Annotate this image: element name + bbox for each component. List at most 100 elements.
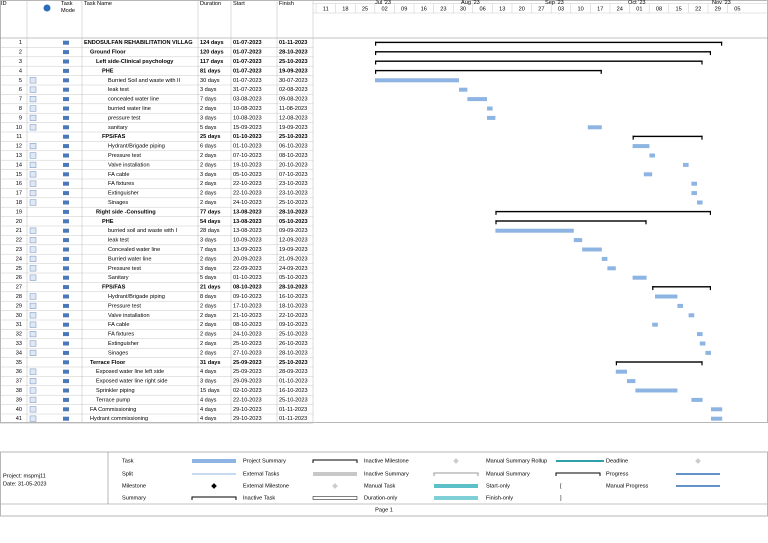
finish-date: 05-10-2023 bbox=[279, 219, 308, 225]
row-id: 34 bbox=[16, 350, 22, 356]
finish-date: 25-10-2023 bbox=[279, 397, 308, 403]
finish-date: 16-10-2023 bbox=[279, 388, 308, 394]
start-date: 22-09-2023 bbox=[233, 266, 262, 272]
task-bar bbox=[467, 97, 487, 102]
row-id: 17 bbox=[16, 191, 22, 197]
task-name: Pressure test bbox=[108, 266, 141, 272]
start-date: 01-07-2023 bbox=[233, 68, 262, 74]
start-date: 27-10-2023 bbox=[233, 350, 262, 356]
row-id: 20 bbox=[16, 219, 22, 225]
duration: 2 days bbox=[200, 303, 217, 309]
mode-icon bbox=[63, 200, 69, 205]
task-name: Terrace pump bbox=[96, 397, 130, 403]
indicator-icon bbox=[29, 387, 37, 394]
duration: 2 days bbox=[200, 162, 217, 168]
start-date: 07-10-2023 bbox=[233, 153, 262, 159]
indicator-icon bbox=[29, 415, 37, 422]
month-label: Aug '23 bbox=[461, 0, 480, 6]
info-icon bbox=[43, 4, 51, 12]
row-id: 15 bbox=[16, 172, 22, 178]
task-name: Exposed water line right side bbox=[96, 379, 168, 385]
start-date: 08-10-2023 bbox=[233, 285, 262, 291]
summary-cap bbox=[701, 135, 703, 140]
month-label: Nov '23 bbox=[712, 0, 731, 6]
legend-symbol bbox=[434, 484, 478, 488]
row-id: 16 bbox=[16, 181, 22, 187]
duration: 25 days bbox=[200, 134, 221, 140]
task-name: pressure test bbox=[108, 115, 141, 121]
start-date: 22-10-2023 bbox=[233, 397, 262, 403]
start-date: 10-08-2023 bbox=[233, 115, 262, 121]
summary-cap bbox=[375, 51, 377, 56]
month-label: Sep '23 bbox=[545, 0, 564, 6]
mode-icon bbox=[63, 341, 69, 346]
finish-date: 28-10-2023 bbox=[279, 285, 308, 291]
duration: 4 days bbox=[200, 397, 217, 403]
finish-date: 19-09-2023 bbox=[279, 125, 308, 131]
summary-cap bbox=[495, 210, 497, 215]
mode-icon bbox=[63, 50, 69, 55]
column-header: Task Name bbox=[84, 1, 112, 7]
summary-cap bbox=[375, 41, 377, 46]
row-id: 35 bbox=[16, 360, 22, 366]
row-id: 40 bbox=[16, 407, 22, 413]
legend-label: Progress bbox=[606, 471, 629, 477]
row-id: 30 bbox=[16, 313, 22, 319]
week-label: 16 bbox=[421, 6, 427, 12]
task-name: FA fixtures bbox=[108, 181, 134, 187]
finish-date: 25-10-2023 bbox=[279, 200, 308, 206]
duration: 28 days bbox=[200, 228, 220, 234]
task-bar bbox=[691, 191, 697, 196]
start-date: 08-10-2023 bbox=[233, 322, 262, 328]
week-label: 23 bbox=[440, 6, 446, 12]
mode-icon bbox=[63, 144, 69, 149]
start-date: 25-10-2023 bbox=[233, 341, 262, 347]
duration: 117 days bbox=[200, 59, 223, 65]
duration: 3 days bbox=[200, 266, 217, 272]
indicator-icon bbox=[29, 105, 37, 112]
duration: 4 days bbox=[200, 407, 217, 413]
start-date: 09-10-2023 bbox=[233, 294, 262, 300]
duration: 3 days bbox=[200, 172, 217, 178]
duration: 8 days bbox=[200, 294, 217, 300]
row-id: 39 bbox=[16, 397, 22, 403]
task-bar bbox=[495, 228, 574, 233]
task-bar bbox=[643, 172, 653, 177]
duration: 2 days bbox=[200, 313, 217, 319]
task-bar bbox=[711, 407, 723, 412]
duration: 5 days bbox=[200, 125, 217, 131]
duration: 2 days bbox=[200, 256, 217, 262]
indicator-icon bbox=[29, 180, 37, 187]
mode-icon bbox=[63, 256, 69, 261]
task-name: FA Commissioning bbox=[90, 407, 136, 413]
indicator-icon bbox=[29, 77, 37, 84]
start-date: 01-10-2023 bbox=[233, 134, 262, 140]
summary-cap bbox=[645, 220, 647, 225]
summary-bar bbox=[375, 69, 602, 72]
row-id: 25 bbox=[16, 266, 22, 272]
legend-label: Manual Task bbox=[364, 483, 396, 489]
task-name: Valve installation bbox=[108, 313, 150, 319]
row-id: 3 bbox=[19, 59, 22, 65]
task-name: Burried Soil and waste with II bbox=[108, 78, 181, 84]
finish-date: 25-10-2023 bbox=[279, 332, 308, 338]
start-date: 13-08-2023 bbox=[233, 209, 262, 215]
mode-icon bbox=[63, 238, 69, 243]
mode-icon bbox=[63, 125, 69, 130]
summary-cap bbox=[652, 286, 654, 291]
task-name: FA cable bbox=[108, 172, 129, 178]
start-date: 31-07-2023 bbox=[233, 87, 262, 93]
indicator-icon bbox=[29, 340, 37, 347]
finish-date: 18-10-2023 bbox=[279, 303, 308, 309]
task-bar bbox=[627, 379, 636, 384]
finish-date: 08-10-2023 bbox=[279, 153, 308, 159]
row-id: 37 bbox=[16, 379, 22, 385]
mode-icon bbox=[63, 294, 69, 299]
start-date: 29-10-2023 bbox=[233, 416, 262, 422]
duration: 5 days bbox=[200, 275, 217, 281]
finish-date: 19-09-2023 bbox=[279, 68, 308, 74]
start-date: 10-08-2023 bbox=[233, 106, 262, 112]
legend-symbol: [ bbox=[560, 483, 562, 489]
week-label: 06 bbox=[479, 6, 485, 12]
task-name: burried soil and waste with I bbox=[108, 228, 177, 234]
